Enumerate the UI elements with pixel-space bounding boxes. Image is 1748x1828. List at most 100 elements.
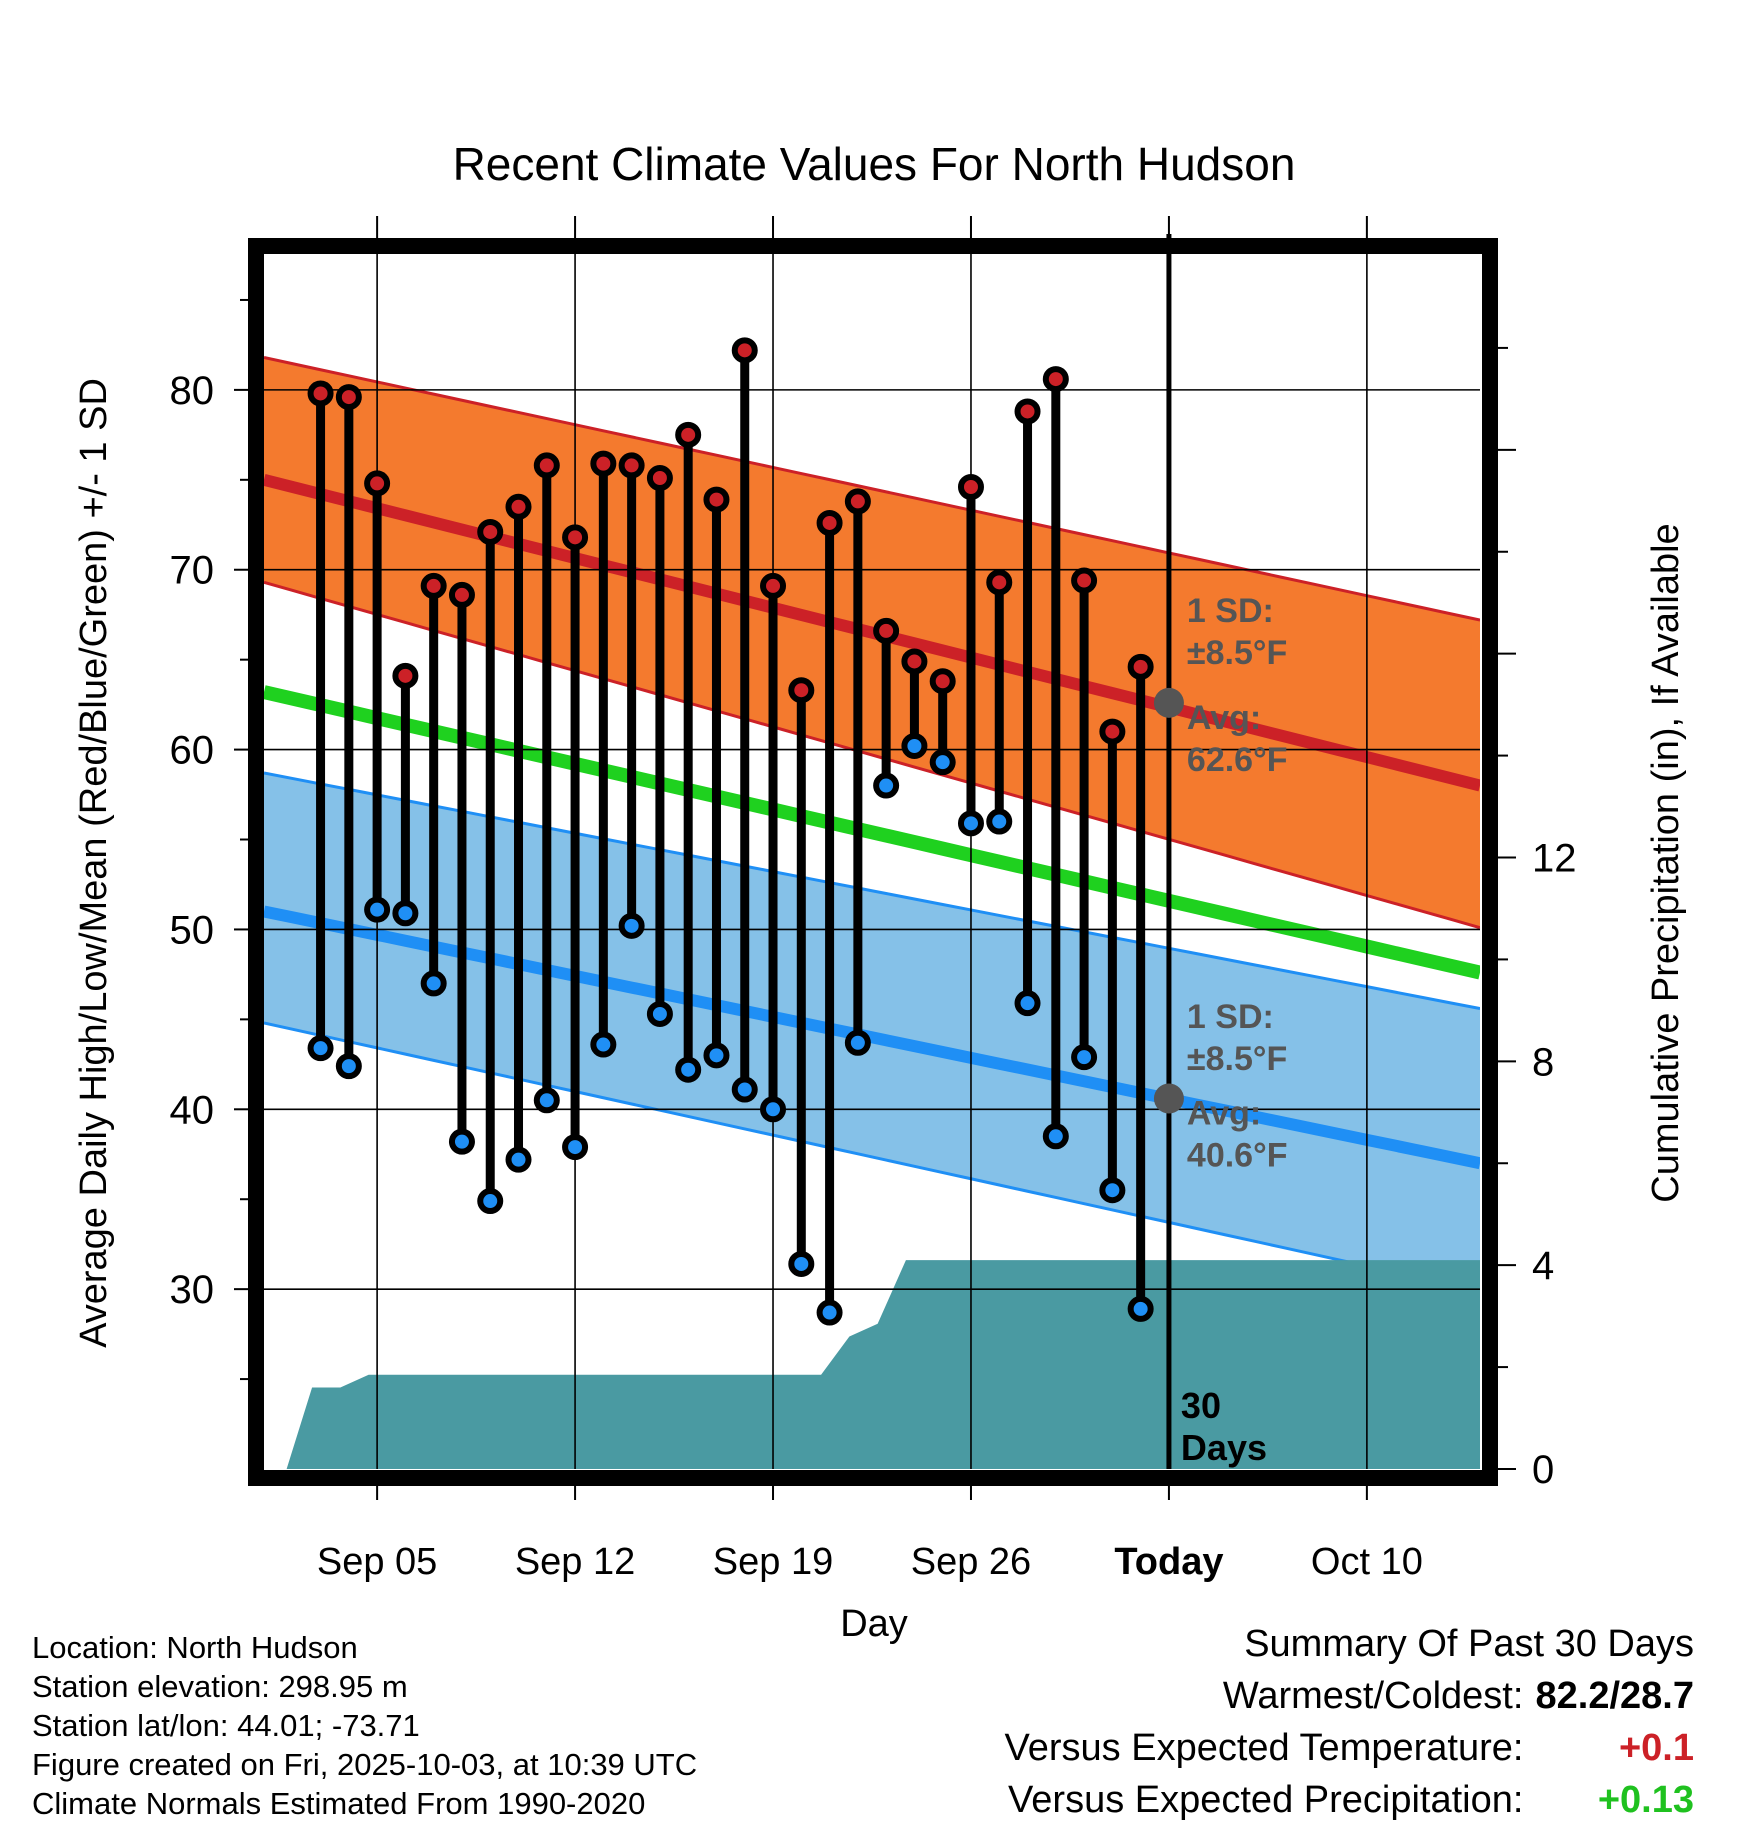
- daily-high-point-20: [816, 509, 843, 536]
- elevation-text: Station elevation: 298.95 m: [32, 1669, 408, 1704]
- daily-high-point-11: [562, 524, 589, 551]
- daily-high-point-13: [618, 452, 645, 479]
- high-sd-upper-edge: [264, 356, 1480, 622]
- daily-low-point-8: [477, 1188, 504, 1215]
- today-window-label-part: Days: [1181, 1427, 1267, 1468]
- daily-high-point-21: [844, 488, 871, 515]
- x-tick-label-2: Sep 19: [713, 1541, 833, 1583]
- chart-title: Recent Climate Values For North Hudson: [453, 138, 1296, 190]
- station-info: Location: North Hudson Station elevation…: [32, 1628, 697, 1823]
- low-sd-label: 1 SD:: [1187, 998, 1274, 1036]
- cumulative-precip-area: [286, 1260, 1480, 1469]
- daily-low-point-27: [1014, 990, 1041, 1017]
- high-avg-value: 62.6°F: [1187, 741, 1288, 779]
- x-tick-label-3: Sep 26: [911, 1541, 1031, 1583]
- daily-low-point-18: [760, 1096, 787, 1123]
- temp-label: Versus Expected Temperature:: [1004, 1727, 1524, 1769]
- daily-high-point-15: [675, 421, 702, 448]
- y-left-tick-label-40: 40: [170, 1088, 215, 1132]
- warm-cold-label: Warmest/Coldest:: [1222, 1675, 1524, 1717]
- summary-precip: Versus Expected Precipitation: +0.13: [1005, 1774, 1694, 1826]
- x-axis-label: Day: [840, 1603, 908, 1645]
- daily-high-point-28: [1042, 366, 1069, 393]
- low-sd-lower-edge: [264, 1021, 1480, 1293]
- daily-high-point-22: [873, 617, 900, 644]
- low-sd-upper-edge: [264, 771, 1480, 1011]
- daily-high-point-10: [533, 452, 560, 479]
- location-text: Location: North Hudson: [32, 1630, 358, 1665]
- daily-high-point-23: [901, 648, 928, 675]
- daily-high-point-25: [957, 474, 984, 501]
- daily-low-point-24: [929, 749, 956, 776]
- high-avg-marker: [1153, 687, 1184, 718]
- daily-low-point-20: [816, 1299, 843, 1326]
- normal-high-line: [264, 473, 1480, 792]
- daily-high-point-26: [986, 569, 1013, 596]
- daily-high-point-27: [1014, 398, 1041, 425]
- low-avg-marker: [1153, 1083, 1184, 1114]
- summary-panel: Summary Of Past 30 Days Warmest/Coldest:…: [1005, 1618, 1694, 1826]
- daily-high-point-3: [335, 384, 362, 411]
- normal-mean-line: [264, 685, 1480, 980]
- daily-low-point-11: [562, 1134, 589, 1161]
- daily-low-point-13: [618, 912, 645, 939]
- low-avg-value: 40.6°F: [1187, 1137, 1288, 1175]
- normals-text: Climate Normals Estimated From 1990-2020: [32, 1786, 646, 1821]
- daily-low-point-21: [844, 1029, 871, 1056]
- y-left-tick-label-30: 30: [170, 1268, 215, 1312]
- y-left-tick-label-60: 60: [170, 729, 215, 773]
- daily-low-point-4: [364, 896, 391, 923]
- high-sd-lower-edge: [264, 580, 1480, 930]
- daily-low-point-5: [392, 900, 419, 927]
- plot-frame: [248, 238, 1498, 1486]
- warm-cold-value: 82.2/28.7: [1535, 1675, 1694, 1717]
- daily-low-point-16: [703, 1042, 730, 1069]
- daily-high-point-18: [760, 572, 787, 599]
- summary-temp: Versus Expected Temperature: +0.1: [1005, 1722, 1694, 1774]
- x-tick-label-0: Sep 05: [317, 1541, 437, 1583]
- daily-high-point-17: [731, 337, 758, 364]
- daily-low-point-2: [307, 1035, 334, 1062]
- daily-low-point-22: [873, 772, 900, 799]
- today-window-label-part: 30: [1181, 1385, 1221, 1426]
- daily-low-point-19: [788, 1250, 815, 1277]
- y-axis-label-left: Average Daily High/Low/Mean (Red/Blue/Gr…: [73, 378, 115, 1348]
- daily-low-point-25: [957, 810, 984, 837]
- daily-low-point-30: [1099, 1177, 1126, 1204]
- daily-high-point-30: [1099, 718, 1126, 745]
- daily-low-point-31: [1127, 1295, 1154, 1322]
- precip-value: +0.13: [1597, 1779, 1694, 1821]
- daily-high-point-2: [307, 380, 334, 407]
- daily-high-point-9: [505, 493, 532, 520]
- high-sd-label: 1 SD:: [1187, 592, 1274, 630]
- y-axis-label-right: Cumulative Precipitation (in), If Availa…: [1645, 523, 1687, 1202]
- daily-low-point-15: [675, 1056, 702, 1083]
- y-left-tick-label-80: 80: [170, 369, 215, 413]
- daily-high-point-4: [364, 470, 391, 497]
- daily-low-point-6: [420, 970, 447, 997]
- daily-low-point-17: [731, 1076, 758, 1103]
- daily-high-point-31: [1127, 653, 1154, 680]
- daily-low-point-9: [505, 1146, 532, 1173]
- high-sd-band: [264, 357, 1480, 928]
- high-sd-value: ±8.5°F: [1187, 634, 1287, 672]
- daily-high-point-19: [788, 677, 815, 704]
- latlon-text: Station lat/lon: 44.01; -73.71: [32, 1708, 420, 1743]
- y-right-tick-label-8: 8: [1532, 1040, 1554, 1084]
- today-window-label: 30 Days: [1181, 1385, 1267, 1468]
- daily-high-point-24: [929, 668, 956, 695]
- y-right-tick-label-12: 12: [1532, 837, 1577, 881]
- daily-low-point-23: [901, 732, 928, 759]
- low-avg-label: Avg:: [1187, 1095, 1261, 1133]
- y-left-tick-label-70: 70: [170, 549, 215, 593]
- daily-low-point-26: [986, 808, 1013, 835]
- daily-high-point-29: [1071, 567, 1098, 594]
- daily-low-point-28: [1042, 1123, 1069, 1150]
- x-tick-label-5: Oct 10: [1311, 1541, 1423, 1583]
- temp-value: +0.1: [1618, 1727, 1694, 1769]
- daily-high-point-12: [590, 450, 617, 477]
- daily-low-point-14: [646, 1000, 673, 1027]
- daily-low-point-10: [533, 1087, 560, 1114]
- precip-label: Versus Expected Precipitation:: [1008, 1779, 1524, 1821]
- daily-low-point-29: [1071, 1044, 1098, 1071]
